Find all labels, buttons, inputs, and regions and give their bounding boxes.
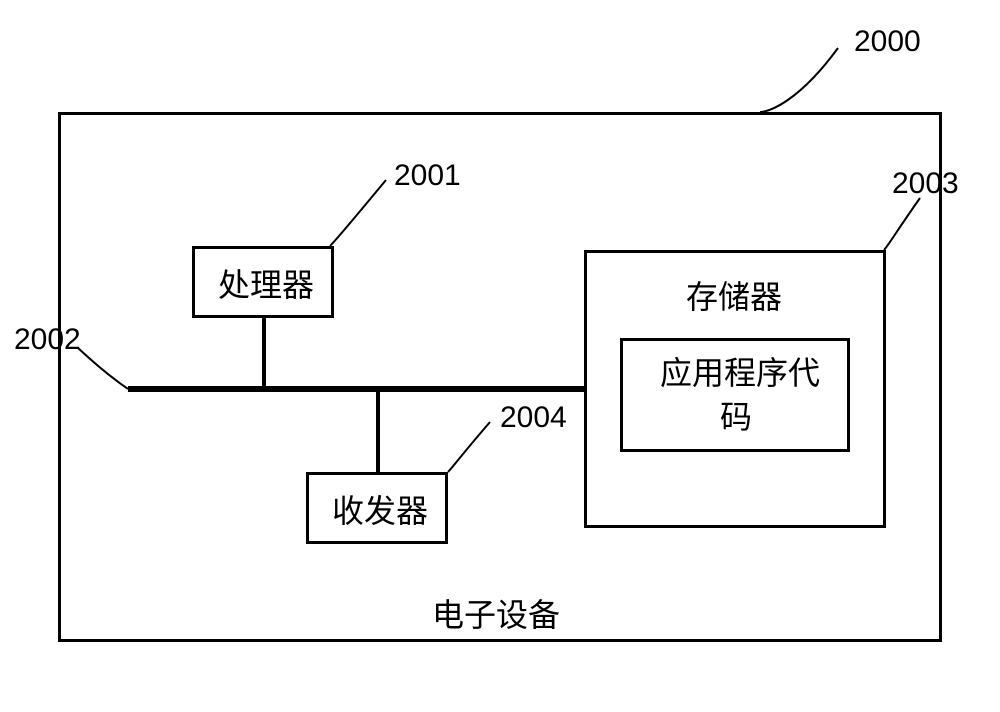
ref-2001: 2001 (394, 158, 461, 194)
memory-label: 存储器 (686, 278, 782, 316)
ref-2002: 2002 (14, 322, 81, 358)
leader-2000 (760, 48, 838, 112)
ref-2000: 2000 (854, 24, 921, 60)
leader-2004 (448, 422, 490, 472)
leader-2001 (330, 180, 386, 246)
ref-2004: 2004 (500, 400, 567, 436)
transceiver-label: 收发器 (332, 492, 428, 530)
leader-2003 (884, 198, 920, 250)
ref-2003: 2003 (892, 166, 959, 202)
processor-label: 处理器 (218, 266, 314, 304)
device-label: 电子设备 (432, 596, 560, 634)
diagram-canvas: 2000 2001 2002 2003 2004 处理器 存储器 应用程序代 码… (0, 0, 1000, 712)
appcode-label-line2: 码 (720, 398, 752, 436)
leader-2002 (78, 348, 128, 389)
appcode-label-line1: 应用程序代 (660, 354, 820, 392)
